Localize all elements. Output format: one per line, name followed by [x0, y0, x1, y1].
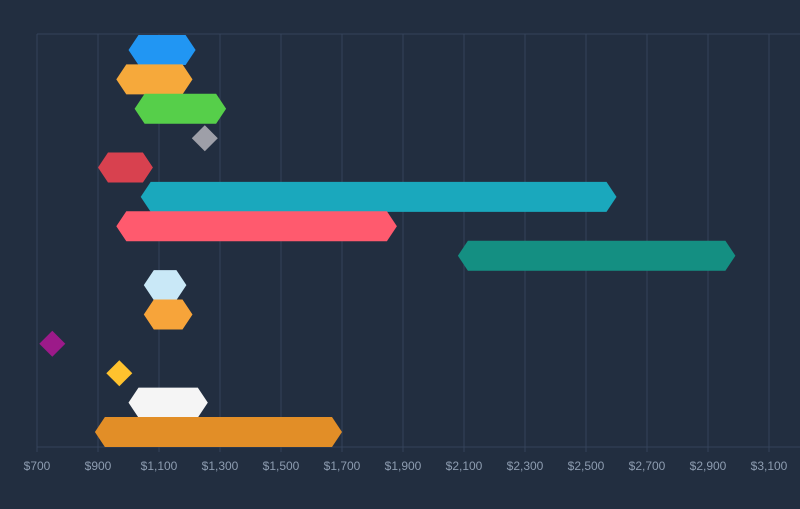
range-bar[interactable]: [116, 64, 193, 95]
range-bar[interactable]: [116, 211, 397, 242]
range-marker[interactable]: [191, 125, 218, 152]
x-tick-label: $2,700: [629, 459, 666, 473]
x-tick-label: $2,500: [568, 459, 605, 473]
range-bar[interactable]: [94, 417, 343, 447]
x-tick-label: $1,100: [141, 459, 178, 473]
x-tick-label: $1,700: [324, 459, 361, 473]
range-bar[interactable]: [140, 181, 617, 212]
range-bar[interactable]: [128, 35, 196, 65]
range-bar[interactable]: [143, 270, 187, 301]
x-tick-label: $3,100: [751, 459, 788, 473]
range-bars: [39, 35, 736, 447]
x-tick-label: $900: [85, 459, 112, 473]
range-bar[interactable]: [128, 387, 208, 418]
x-tick-label: $2,300: [507, 459, 544, 473]
x-tick-label: $1,300: [202, 459, 239, 473]
x-tick-label: $2,100: [446, 459, 483, 473]
x-tick-label: $700: [24, 459, 51, 473]
range-bar[interactable]: [98, 152, 153, 183]
range-marker[interactable]: [106, 360, 133, 387]
x-tick-label: $1,900: [385, 459, 422, 473]
range-marker[interactable]: [39, 330, 66, 357]
x-tick-label: $1,500: [263, 459, 300, 473]
range-bar[interactable]: [143, 299, 193, 330]
range-bar[interactable]: [134, 93, 227, 124]
range-bar[interactable]: [457, 240, 736, 271]
x-axis-tick-labels: $700 $900 $1,100 $1,300 $1,500 $1,700 $1,900 $2…: [24, 459, 788, 473]
x-tick-label: $2,900: [690, 459, 727, 473]
